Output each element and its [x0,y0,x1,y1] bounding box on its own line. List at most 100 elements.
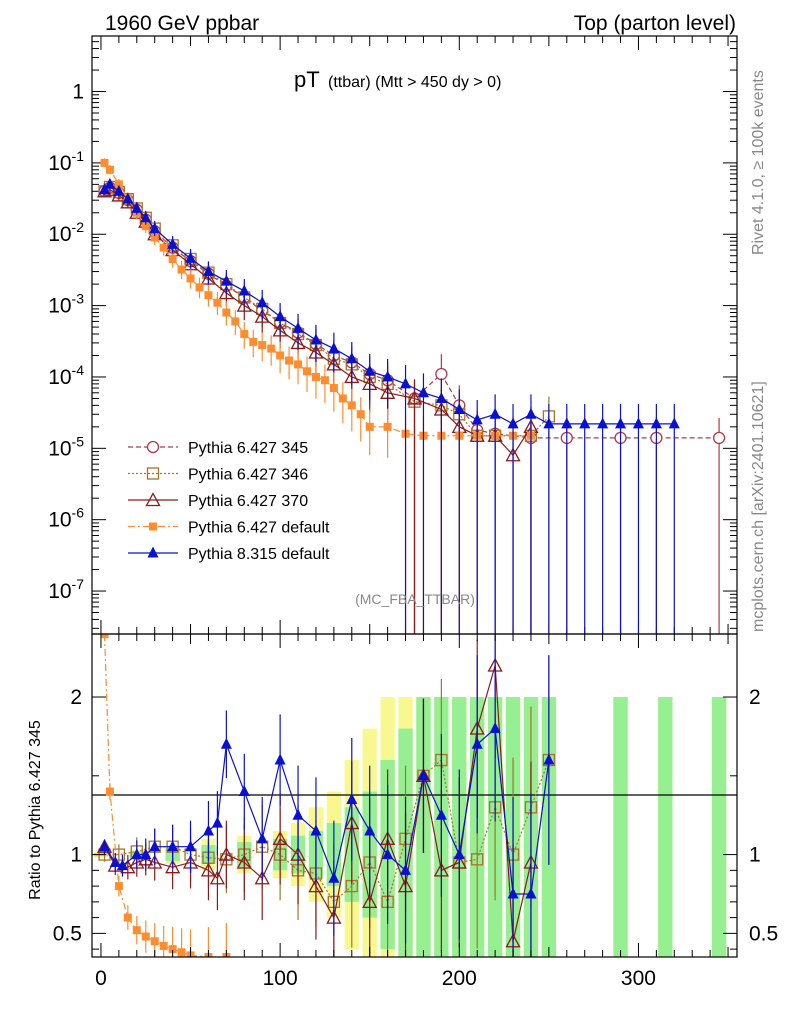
ratio-xtick-label: 200 [442,967,477,990]
ratio-point [105,787,114,796]
main-ytick-label-exp: -2 [72,219,85,235]
main-point [220,274,232,286]
ratio-point [211,816,223,828]
legend-label: Pythia 6.427 346 [188,467,308,484]
main-ytick-label-base: 10 [48,223,71,246]
ratio-point [165,859,181,874]
main-point [213,298,222,307]
ratio-point [150,937,159,946]
ratio-plot: 0 100 200 300 0.5 0.5 1 1 2 2 Ratio to Pythia 6.4… [27,633,778,990]
main-point [489,407,501,419]
ratio-point [167,840,179,852]
main-point [303,367,311,376]
ratio-point [435,808,447,820]
main-point [186,274,195,283]
ratio-point [254,870,270,885]
main-ytick-label-exp: -7 [72,576,85,592]
ratio-point [109,855,121,867]
ratio-point [185,840,197,852]
main-point [364,364,376,376]
ratio-xtick-label: 100 [263,967,298,990]
ratio-band-1 [613,697,628,957]
main-point [105,165,114,174]
main-ytick-label-base: 10 [48,437,71,460]
main-point [150,233,159,242]
main-point [417,386,429,398]
main-point [561,417,573,429]
main-point [256,296,268,308]
main-point [650,417,662,429]
ratio-ytick-label-right: 1 [749,844,761,867]
ratio-point [140,848,152,860]
ratio-point [112,848,126,861]
ratio-point [202,824,214,836]
header-right: Top (parton level) [574,12,736,35]
ratio-series-layer [96,634,556,957]
ratio-point [238,785,250,797]
main-point [185,251,197,263]
main-series-line [104,162,531,437]
main-point [140,211,152,223]
main-ytick-label: 10-3 [48,291,84,318]
ratio-band-1 [658,697,673,957]
ratio-point [149,840,161,852]
ratio-point [543,753,555,765]
main-point [238,284,250,296]
main-ytick-label-exp: -1 [72,148,85,164]
ratio-point [346,792,358,804]
ratio-ytick-label-right: 2 [749,686,761,709]
main-ytick-label: 10-7 [48,576,84,603]
ratio-point [147,854,163,869]
analysis-tag: (MC_FBA_TTBAR) [355,591,475,607]
main-point [204,291,213,300]
main-point [400,377,412,389]
main-point [168,254,177,263]
ratio-point [400,863,412,875]
main-subtitle: (ttbar) (Mtt > 450 dy > 0) [328,74,501,91]
main-point [131,201,143,213]
main-point [290,335,306,350]
main-series-line [104,183,675,425]
ratio-point [116,859,128,871]
rivet-label: Rivet 4.1.0, ≥ 100k events [750,70,767,255]
ratio-point [99,840,111,852]
main-point [149,222,161,234]
main-point [294,360,303,369]
main-plot: 110-110-210-310-410-510-610-7 pT (ttbar)… [48,35,738,635]
main-point [218,285,234,300]
ratio-point [274,753,286,765]
main-point [346,352,358,364]
main-ytick-label: 10-2 [48,219,84,246]
main-axis-ticks: 110-110-210-310-410-510-610-7 [48,35,737,634]
main-point [258,341,267,350]
main-point [632,417,644,429]
main-point [249,337,258,346]
ratio-point [220,737,232,749]
main-ytick-label-base: 10 [48,366,71,389]
main-point [712,431,726,445]
main-series-line [104,186,550,437]
main-ytick-label-exp: -4 [72,362,85,378]
ratio-point [218,846,234,861]
legend-label: Pythia 8.315 default [188,546,330,563]
ratio-point [132,926,141,935]
mcplots-label: mcplots.cern.ch [arXiv:2401.10621] [750,381,767,632]
ratio-ytick-label-right: 0.5 [749,922,778,945]
main-point [141,222,150,231]
main-ytick-label-exp: -3 [72,291,85,307]
ratio-point [489,722,501,734]
main-point [254,308,270,323]
ratio-point [364,824,376,836]
main-point [311,372,320,381]
main-point [267,344,276,353]
main-point [328,342,340,354]
ratio-point [256,832,268,844]
main-point [222,308,231,317]
main-point [615,417,627,429]
main-point [365,422,374,431]
main-point [236,297,252,312]
main-point [525,407,537,419]
ratio-point [100,634,109,638]
main-title: pT [294,67,320,92]
